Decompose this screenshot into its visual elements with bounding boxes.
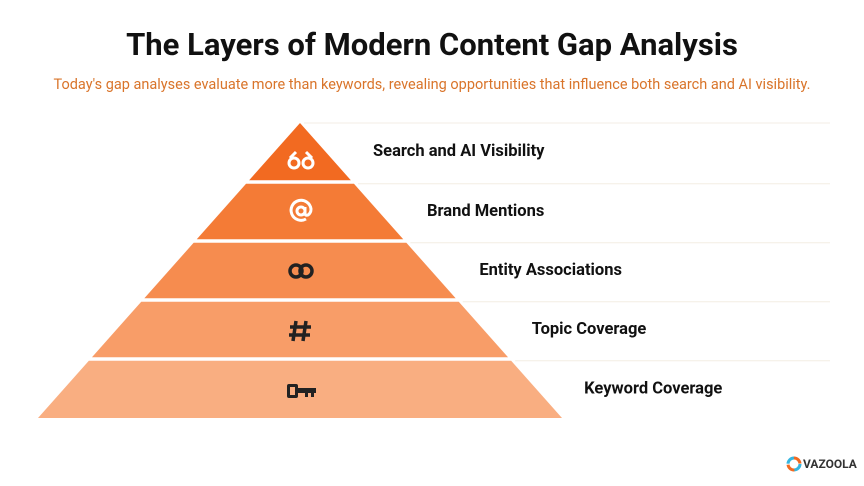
brand: VAZOOLA (803, 457, 858, 471)
pyramid-layer (249, 123, 351, 181)
layer-label: Keyword Coverage (584, 380, 722, 399)
logo: VAZOOLA (786, 456, 858, 472)
icons (287, 150, 316, 398)
pyramid-layer (91, 301, 509, 358)
key-icon (287, 384, 316, 398)
binoculars-icon (287, 150, 315, 170)
pyramid-layer (196, 183, 404, 240)
hash-icon (289, 320, 311, 342)
at-icon (289, 198, 313, 222)
logo-mark (786, 456, 802, 472)
layer-label: Topic Coverage (532, 320, 647, 339)
pyramid: Search and AI Visibility Brand Mentions En… (38, 122, 830, 418)
title: The Layers of Modern Content Gap Analysi… (126, 26, 738, 63)
subtitle: Today's gap analyses evaluate more than … (54, 76, 811, 93)
layer-label: Search and AI Visibility (373, 142, 545, 161)
link-icon (288, 263, 314, 279)
layer-label: Brand Mentions (427, 202, 544, 221)
layer-label: Entity Associations (479, 261, 622, 280)
